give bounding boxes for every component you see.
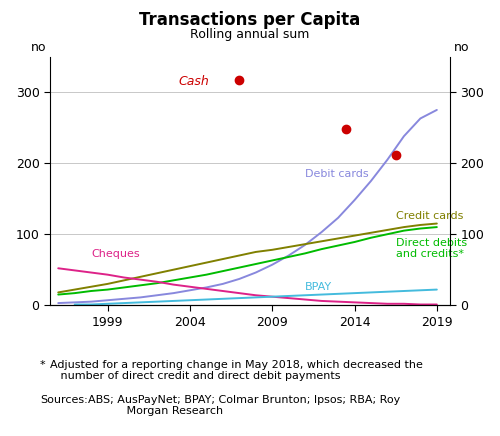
Text: Adjusted for a reporting change in May 2018, which decreased the
   number of di: Adjusted for a reporting change in May 2… <box>50 360 423 382</box>
Text: ABS; AusPayNet; BPAY; Colmar Brunton; Ipsos; RBA; Roy
           Morgan Research: ABS; AusPayNet; BPAY; Colmar Brunton; Ip… <box>88 395 400 416</box>
Text: Rolling annual sum: Rolling annual sum <box>190 28 310 41</box>
Text: Cash: Cash <box>179 75 210 88</box>
Text: BPAY: BPAY <box>305 282 332 292</box>
Text: no: no <box>30 41 46 54</box>
Text: Cheques: Cheques <box>91 249 140 259</box>
Text: *: * <box>40 360 46 370</box>
Text: Sources:: Sources: <box>40 395 88 405</box>
Text: Direct debits
and credits*: Direct debits and credits* <box>396 238 467 259</box>
Text: Transactions per Capita: Transactions per Capita <box>140 11 360 29</box>
Text: Credit cards: Credit cards <box>396 211 463 221</box>
Text: no: no <box>454 41 469 54</box>
Text: Debit cards: Debit cards <box>305 169 369 179</box>
